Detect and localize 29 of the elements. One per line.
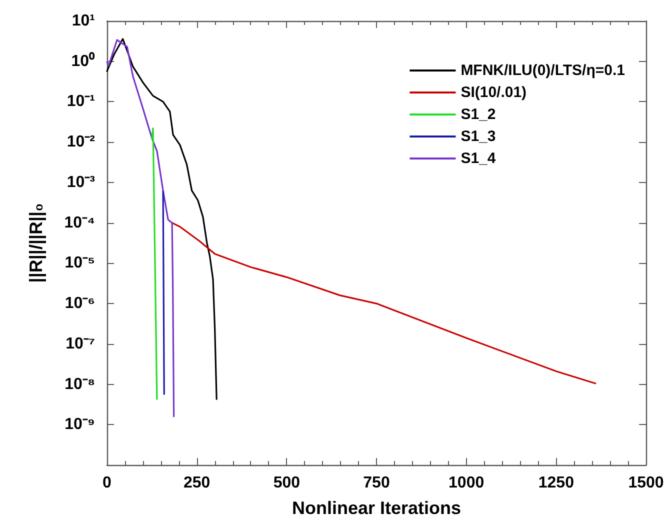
y-tick-label: 10⁻⁸ [64,376,95,393]
y-tick-label: 10⁰ [71,52,95,70]
x-tick-label: 500 [273,474,300,492]
y-tick-label: 10⁻⁹ [64,416,95,434]
y-tick-label: 10⁻⁵ [64,254,95,272]
y-tick-label: 10⁻² [66,134,95,151]
line-series [171,222,596,384]
legend-label: MFNK/ILU(0)/LTS/η=0.1 [460,62,625,79]
y-tick-label: 10⁻³ [66,174,95,191]
legend-label: S1_2 [460,106,496,123]
line-series [151,127,158,400]
x-tick-label: 0 [102,474,112,492]
line-series [106,39,175,418]
x-tick-label: 750 [363,474,390,492]
line-series [106,38,218,400]
y-tick-label: 10⁻⁴ [64,214,96,232]
legend-label: S1_4 [460,150,496,167]
x-tick-label: 1250 [538,474,574,492]
y-tick-label: 10⁻⁷ [66,335,95,352]
x-tick-label: 1000 [448,474,484,492]
x-tick-label: 250 [183,474,210,492]
y-tick-label: 10¹ [72,12,95,30]
legend-label: S1_3 [460,128,496,145]
y-axis-title: ||R||/||R||₀ [26,203,46,283]
x-axis-title: Nonlinear Iterations [292,498,462,518]
legend-label: SI(10/.01) [460,84,527,101]
y-tick-label: 10⁻⁶ [64,295,95,312]
x-tick-label: 1500 [628,474,664,492]
y-tick-label: 10⁻¹ [66,93,95,110]
